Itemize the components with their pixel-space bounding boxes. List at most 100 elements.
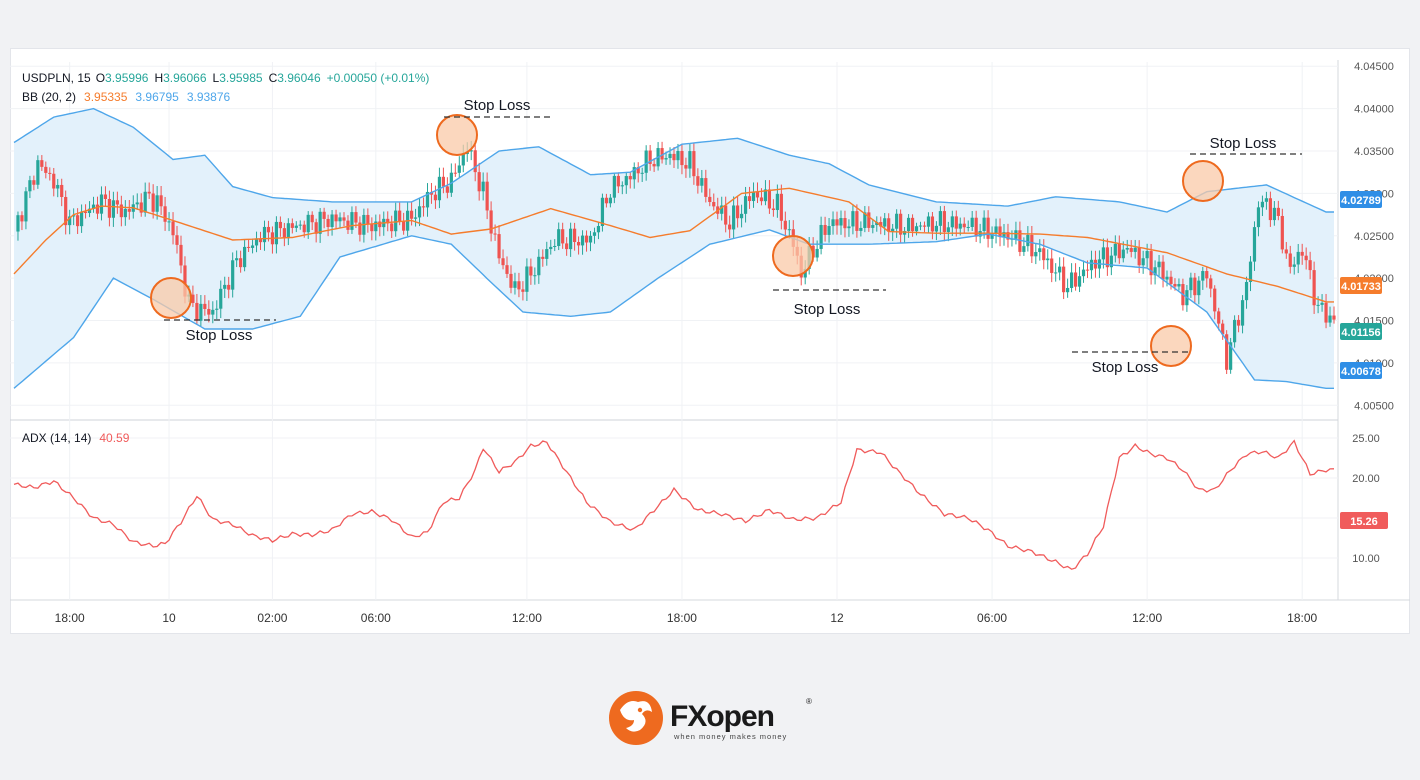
candle-body <box>1256 207 1261 228</box>
time-axis-labels: 18:00 10 02:00 06:00 12:00 18:00 12 06:00 12:00 1… <box>55 611 1318 625</box>
candle-body <box>1137 247 1141 266</box>
candle-body <box>676 150 680 161</box>
candle-body <box>549 246 553 250</box>
candle-body <box>628 176 632 180</box>
candle-body <box>370 224 374 232</box>
candle-body <box>1149 251 1153 276</box>
candle-body <box>290 223 294 228</box>
candle-body <box>239 258 243 268</box>
candle-body <box>76 215 80 227</box>
candle-body <box>1300 251 1304 256</box>
candle-body <box>851 211 855 227</box>
candle-body <box>1157 261 1161 268</box>
candle-body <box>541 256 545 259</box>
candle-body <box>1240 300 1245 326</box>
candle-body <box>1236 319 1241 326</box>
candle-body <box>974 217 978 237</box>
candle-body <box>417 206 422 218</box>
candle-body <box>219 288 223 309</box>
candle-body <box>1316 304 1320 306</box>
candle-body <box>1129 248 1133 252</box>
candle-body <box>477 172 481 192</box>
candle-body <box>1002 232 1006 238</box>
time-tick-label: 02:00 <box>257 611 287 625</box>
candle-body <box>1201 271 1205 281</box>
candle-body <box>696 176 700 186</box>
candle-body <box>803 268 807 278</box>
candle-body <box>688 151 692 169</box>
candle-body <box>664 158 668 160</box>
candle-body <box>1133 247 1137 252</box>
candle-body <box>584 235 589 243</box>
candles <box>16 140 1336 375</box>
candle-body <box>350 212 354 230</box>
time-tick-label: 18:00 <box>1287 611 1317 625</box>
candle-body <box>183 265 187 297</box>
candle-body <box>525 266 529 292</box>
candle-body <box>1030 234 1034 257</box>
candle-body <box>99 194 104 214</box>
candle-body <box>704 178 708 197</box>
time-tick-label: 18:00 <box>55 611 85 625</box>
candle-body <box>827 226 831 235</box>
candle-body <box>513 281 517 288</box>
candle-body <box>151 193 155 212</box>
candle-body <box>1205 271 1209 279</box>
candle-body <box>509 273 513 288</box>
candle-body <box>592 232 597 236</box>
candle-body <box>863 212 867 228</box>
adx-tick-label: 20.00 <box>1352 473 1380 485</box>
candle-body <box>155 195 159 212</box>
adx-tick-label: 10.00 <box>1352 553 1380 565</box>
candle-body <box>342 217 346 221</box>
candle-body <box>1062 266 1066 293</box>
badge-lower: 4.00678 <box>1340 362 1382 379</box>
candle-body <box>576 242 581 246</box>
candle-body <box>708 196 712 203</box>
stop-loss-label: Stop Loss <box>1210 135 1277 152</box>
candle-body <box>934 225 939 232</box>
price-tick-label: 4.00500 <box>1354 400 1394 412</box>
price-tick-label: 4.04500 <box>1354 61 1394 73</box>
candle-body <box>203 303 207 309</box>
badge-last: 4.01156 <box>1340 323 1382 340</box>
candle-body <box>561 229 565 244</box>
candle-body <box>1225 334 1229 370</box>
candle-body <box>429 191 434 195</box>
candle-body <box>747 196 752 202</box>
candle-body <box>604 197 609 204</box>
candle-body <box>1276 207 1280 216</box>
candle-body <box>1324 302 1328 323</box>
candle-body <box>235 258 239 261</box>
candle-body <box>767 189 772 209</box>
candle-body <box>425 191 430 208</box>
candle-body <box>1034 252 1038 257</box>
candle-body <box>469 150 473 152</box>
candle-body <box>56 184 60 189</box>
candle-body <box>700 178 704 186</box>
candle-body <box>36 160 40 185</box>
svg-text:4.00678: 4.00678 <box>1341 366 1381 378</box>
candle-body <box>573 228 577 243</box>
candle-body <box>473 150 477 173</box>
candle-body <box>87 208 92 214</box>
candle-body <box>139 202 143 213</box>
candle-body <box>819 224 823 249</box>
candle-body <box>632 167 636 180</box>
candle-body <box>787 229 791 231</box>
candle-body <box>1213 288 1217 312</box>
stop-loss-marker-3: Stop Loss <box>772 235 886 318</box>
candle-body <box>107 198 112 218</box>
candle-body <box>855 211 859 231</box>
candle-body <box>1264 198 1269 202</box>
candle-body <box>83 211 88 214</box>
candle-body <box>962 223 966 228</box>
stop-loss-marker-2: Stop Loss <box>436 97 554 156</box>
bollinger-lower-line <box>13 229 1334 389</box>
candle-body <box>1077 276 1082 287</box>
svg-text:4.01733: 4.01733 <box>1341 281 1381 293</box>
price-axis-labels: 4.045004.040004.035004.030004.025004.020… <box>1354 61 1394 412</box>
candle-body <box>739 213 744 219</box>
candle-body <box>1217 311 1221 324</box>
